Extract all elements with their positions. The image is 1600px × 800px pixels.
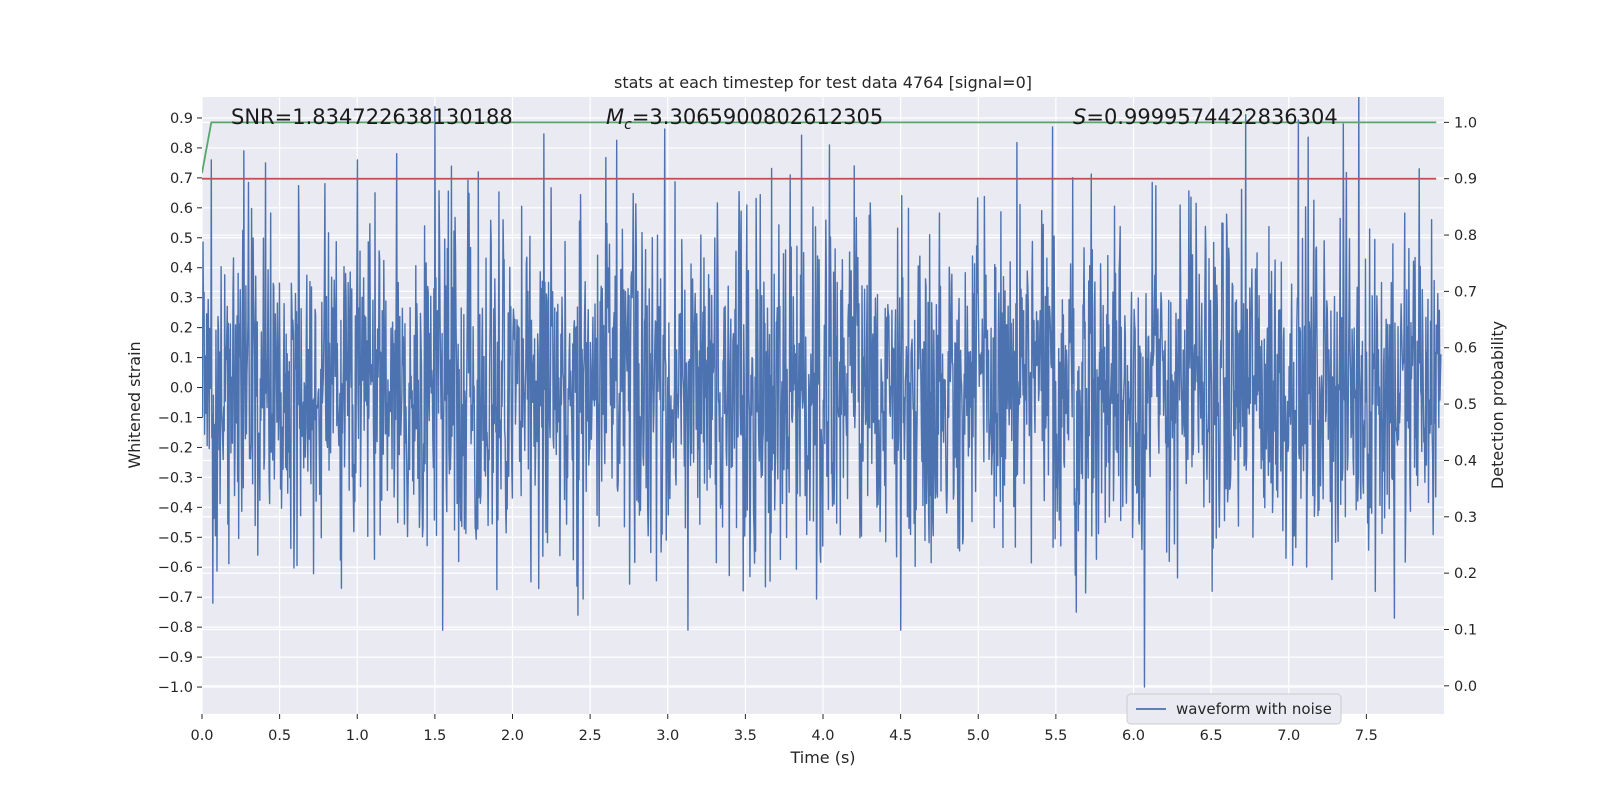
- y-tick-label: 0.9: [170, 111, 193, 127]
- y2-tick-label: 0.8: [1454, 228, 1477, 244]
- chirp-mass-annotation: Mc=3.3065900802612305: [606, 105, 883, 133]
- x-tick-label: 4.5: [889, 728, 912, 744]
- y2-tick-label: 0.6: [1454, 341, 1477, 357]
- x-tick-label: 7.0: [1277, 728, 1300, 744]
- x-tick-label: 5.5: [1044, 728, 1067, 744]
- y-tick-label: −1.0: [158, 680, 193, 696]
- y-axis-label: Whitened strain: [125, 341, 144, 468]
- x-tick-label: 0.5: [268, 728, 291, 744]
- y2-tick-label: 0.1: [1454, 622, 1477, 638]
- y2-tick-label: 0.2: [1454, 566, 1477, 582]
- y2-tick-label: 0.5: [1454, 397, 1477, 413]
- y-tick-label: −0.9: [158, 650, 193, 666]
- x-tick-label: 0.0: [190, 728, 213, 744]
- y-tick-label: −0.6: [158, 560, 193, 576]
- y-tick-labels: 0.9 0.8 0.7 0.6 0.5 0.4 0.3 0.2 0.1 0.0 −0.1 −0.2 −0…: [158, 111, 202, 696]
- chirp-mass-subscript: c: [624, 117, 632, 133]
- x-tick-label: 2.0: [501, 728, 524, 744]
- chirp-mass-value: =3.3065900802612305: [632, 105, 883, 129]
- y-tick-label: 0.8: [170, 141, 193, 157]
- y-tick-label: −0.2: [158, 440, 193, 456]
- detection-probability-line: [202, 121, 1437, 174]
- y-tick-label: −0.8: [158, 620, 193, 636]
- y-tick-label: 0.3: [170, 291, 193, 307]
- y2-tick-label: 0.3: [1454, 510, 1477, 526]
- x-tick-label: 7.5: [1355, 728, 1378, 744]
- x-tick-label: 2.5: [579, 728, 602, 744]
- chart-title: stats at each timestep for test data 476…: [614, 73, 1032, 92]
- x-tick-label: 6.5: [1200, 728, 1223, 744]
- y2-tick-label: 0.4: [1454, 453, 1477, 469]
- y-tick-label: 0.1: [170, 351, 193, 367]
- y-tick-label: −0.5: [158, 530, 193, 546]
- y2-tick-labels: 1.0 0.9 0.8 0.7 0.6 0.5 0.4 0.3 0.2 0.1 0.0: [1444, 115, 1477, 695]
- detection-stat-value: =0.9999574422836304: [1086, 105, 1337, 129]
- y2-tick-label: 0.7: [1454, 284, 1477, 300]
- snr-annotation: SNR=1.834722638130188: [231, 105, 513, 129]
- probability-series: [202, 121, 1437, 180]
- x-axis-label: Time (s): [789, 748, 855, 767]
- legend-box: [1126, 693, 1342, 725]
- y-tick-label: −0.3: [158, 470, 193, 486]
- chirp-mass-symbol: M: [606, 105, 624, 129]
- x-tick-label: 5.0: [967, 728, 990, 744]
- y-tick-label: 0.7: [170, 171, 193, 187]
- x-tick-label: 1.0: [346, 728, 369, 744]
- y-tick-label: −0.1: [158, 410, 193, 426]
- y2-tick-label: 0.0: [1454, 679, 1477, 695]
- x-tick-labels: 0.0 0.5 1.0 1.5 2.0 2.5 3.0 3.5 4.0 4.5 5.0 5.5 6.0 6…: [190, 714, 1378, 744]
- y-tick-label: 0.5: [170, 231, 193, 247]
- y-tick-label: −0.7: [158, 590, 193, 606]
- detection-stat-annotation: S=0.9999574422836304: [1073, 105, 1338, 129]
- legend-label: waveform with noise: [1176, 700, 1332, 718]
- y-tick-label: 0.0: [170, 381, 193, 397]
- x-tick-label: 6.0: [1122, 728, 1145, 744]
- legend: waveform with noise: [1126, 693, 1342, 725]
- waveform-series: [202, 97, 1442, 688]
- x-tick-label: 4.0: [811, 728, 834, 744]
- y2-axis-label: Detection probability: [1488, 321, 1507, 489]
- y2-tick-label: 0.9: [1454, 172, 1477, 188]
- x-tick-label: 1.5: [423, 728, 446, 744]
- y-tick-label: −0.4: [158, 500, 193, 516]
- detection-stat-symbol: S: [1073, 105, 1086, 129]
- y-tick-label: 0.4: [170, 261, 193, 277]
- y-tick-label: 0.2: [170, 321, 193, 337]
- x-tick-label: 3.0: [656, 728, 679, 744]
- x-tick-label: 3.5: [734, 728, 757, 744]
- y-tick-label: 0.6: [170, 201, 193, 217]
- waveform-line: [202, 97, 1442, 688]
- y2-tick-label: 1.0: [1454, 115, 1477, 131]
